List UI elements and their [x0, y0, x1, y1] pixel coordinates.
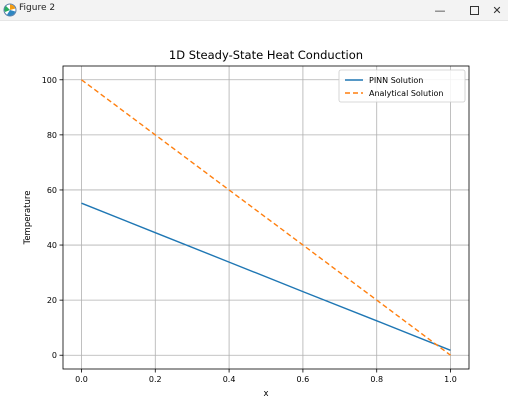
legend-label: PINN Solution [369, 76, 423, 85]
y-tick-label: 80 [47, 131, 57, 140]
series-line-pinn-solution [81, 202, 451, 351]
window-title: Figure 2 [19, 3, 56, 13]
y-tick-label: 0 [52, 351, 57, 360]
axes-frame [62, 65, 470, 370]
maximize-icon [469, 5, 479, 15]
chart-title: 1D Steady-State Heat Conduction [169, 48, 363, 62]
y-axis-label: Temperature [23, 191, 33, 246]
window-title-bar: Figure 2 — ✕ [0, 0, 508, 21]
x-axis-label: x [263, 389, 268, 399]
matplotlib-figure-icon [3, 3, 17, 17]
y-tick-label: 60 [47, 186, 57, 195]
close-button[interactable]: ✕ [486, 0, 508, 20]
y-tick-label: 40 [47, 241, 57, 250]
minimize-button[interactable]: — [424, 0, 456, 20]
legend-box [338, 69, 466, 103]
x-tick-label: 1.0 [444, 375, 457, 384]
x-tick-label: 0.8 [370, 375, 383, 384]
series-line-analytical-solution [81, 79, 451, 356]
y-tick-label: 20 [47, 296, 57, 305]
legend: PINN Solution Analytical Solution [338, 69, 466, 103]
close-icon: ✕ [492, 3, 502, 17]
chart-canvas: 0.0 0.2 0.4 0.6 0.8 1.0 0 20 40 60 80 100 1D Steady… [23, 48, 470, 399]
maximize-button[interactable] [458, 0, 490, 20]
x-tick-label: 0.0 [75, 375, 88, 384]
y-tick-label: 100 [42, 76, 57, 85]
minimize-icon: — [434, 3, 446, 17]
x-tick-label: 0.4 [223, 375, 236, 384]
x-tick-label: 0.6 [297, 375, 310, 384]
x-tick-label: 0.2 [149, 375, 162, 384]
legend-label: Analytical Solution [369, 89, 443, 98]
